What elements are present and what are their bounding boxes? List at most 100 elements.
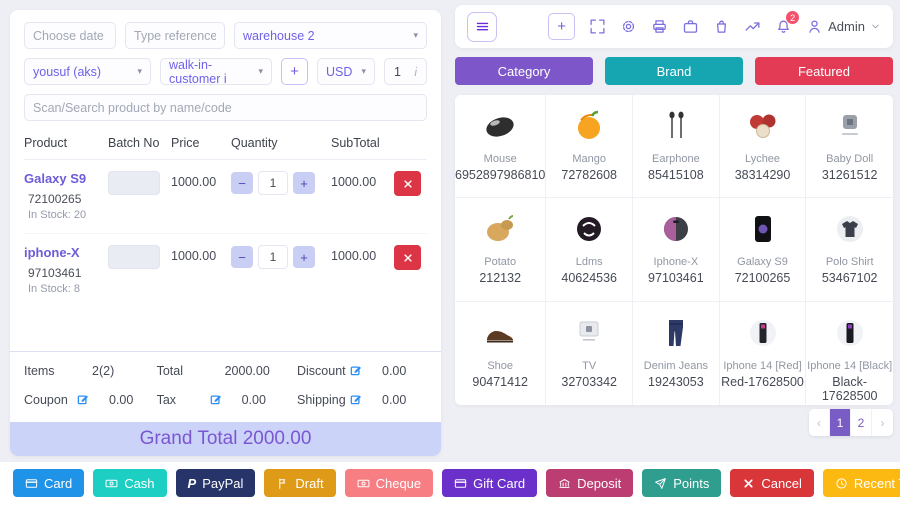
product-tile[interactable]: Earphone 85415108 bbox=[633, 95, 720, 199]
product-tile-name: Iphone-X bbox=[653, 256, 699, 269]
cart-quantity-cell: −+ bbox=[231, 245, 331, 269]
cart-price-value: 1000.00 bbox=[171, 175, 217, 189]
cart-actions-cell bbox=[394, 171, 427, 196]
summary-coupon-value: 0.00 bbox=[109, 392, 134, 407]
menu-button[interactable] bbox=[467, 11, 497, 42]
qty-decrease-button[interactable]: − bbox=[231, 172, 253, 194]
payment-cash-button[interactable]: Cash bbox=[93, 469, 167, 497]
payment-card-button[interactable]: Card bbox=[13, 469, 85, 497]
payment-cancel-button[interactable]: Cancel bbox=[730, 469, 814, 497]
filter-brand-button[interactable]: Brand bbox=[605, 57, 743, 85]
product-tile[interactable]: Baby Doll 31261512 bbox=[806, 95, 893, 199]
payment-paypal-button[interactable]: P PayPal bbox=[175, 469, 256, 497]
payment-cheque-button[interactable]: Cheque bbox=[344, 469, 434, 497]
date-input[interactable] bbox=[24, 22, 116, 49]
summary-total: Total 2000.00 bbox=[157, 363, 297, 378]
edit-coupon-button[interactable] bbox=[76, 392, 91, 407]
shopping-bag-button[interactable] bbox=[713, 18, 730, 35]
product-tile-name: Baby Doll bbox=[826, 153, 874, 165]
page-2-button[interactable]: 2 bbox=[851, 409, 872, 436]
payment-deposit-button[interactable]: Deposit bbox=[546, 469, 634, 497]
product-tile-code: 40624536 bbox=[561, 271, 618, 286]
printer-icon bbox=[651, 18, 668, 35]
page-next-button[interactable]: › bbox=[872, 409, 893, 436]
product-search-input[interactable] bbox=[24, 94, 427, 121]
payment-draft-button[interactable]: Draft bbox=[264, 469, 336, 497]
page-1-button[interactable]: 1 bbox=[830, 409, 851, 436]
product-tile[interactable]: Lychee 38314290 bbox=[719, 95, 807, 199]
edit-shipping-button[interactable] bbox=[349, 392, 364, 407]
product-tile[interactable]: Shoe 90471412 bbox=[455, 301, 547, 405]
product-tile[interactable]: Mouse 6952897986810 bbox=[455, 95, 547, 199]
filter-row: Category Brand Featured bbox=[455, 57, 893, 85]
product-tile-code: 72782608 bbox=[561, 168, 618, 182]
summary-shipping: Shipping 0.00 bbox=[297, 392, 427, 407]
product-tile[interactable]: Iphone-X 97103461 bbox=[633, 198, 720, 302]
product-tile[interactable]: Ldms 40624536 bbox=[546, 198, 634, 302]
cart-batch-cell bbox=[108, 171, 171, 195]
column-header-batch-no: Batch No bbox=[108, 136, 160, 150]
product-tile[interactable]: Galaxy S9 72100265 bbox=[719, 198, 807, 302]
filter-featured-button[interactable]: Featured bbox=[755, 57, 893, 85]
remove-item-button[interactable] bbox=[394, 245, 421, 270]
filter-category-button[interactable]: Category bbox=[455, 57, 593, 85]
money-icon bbox=[357, 477, 370, 490]
notifications-button[interactable]: 2 bbox=[775, 10, 801, 35]
batch-no-input[interactable] bbox=[108, 245, 160, 269]
cart-product-code: 72100265 bbox=[28, 192, 82, 206]
product-tile[interactable]: Iphone 14 [Red] Red-17628500 bbox=[719, 301, 807, 405]
qty-input[interactable] bbox=[258, 171, 288, 195]
product-image-shoe bbox=[478, 312, 522, 354]
remove-item-button[interactable] bbox=[394, 171, 421, 196]
cart-product-name[interactable]: Galaxy S9 bbox=[24, 171, 87, 186]
qty-increase-button[interactable]: + bbox=[293, 246, 315, 268]
exchange-rate-input[interactable]: 1 i bbox=[384, 58, 427, 85]
product-tile[interactable]: Iphone 14 [Black] Black-17628500 bbox=[806, 301, 893, 405]
payment-gift-card-button[interactable]: Gift Card bbox=[442, 469, 538, 497]
product-tile-code: Red-17628500 bbox=[721, 374, 804, 389]
product-tile-name: Iphone 14 [Black] bbox=[807, 359, 893, 372]
payment-button-label: Gift Card bbox=[473, 475, 526, 491]
biller-select[interactable]: yousuf (aks) ▾ bbox=[24, 58, 151, 85]
warehouse-select[interactable]: warehouse 2 ▾ bbox=[234, 22, 427, 49]
product-tile[interactable]: Denim Jeans 19243053 bbox=[633, 301, 720, 405]
qty-increase-button[interactable]: + bbox=[293, 172, 315, 194]
product-image-iphone-14-red bbox=[741, 312, 785, 354]
add-button[interactable]: + bbox=[548, 13, 576, 40]
gear-button[interactable] bbox=[620, 18, 637, 35]
edit-discount-button[interactable] bbox=[349, 363, 364, 378]
product-tile-name: Galaxy S9 bbox=[737, 256, 788, 269]
product-tile-code: 6952897986810 bbox=[455, 168, 546, 182]
product-tile[interactable]: TV 32703342 bbox=[546, 301, 634, 405]
product-image-tv bbox=[567, 312, 611, 354]
briefcase-button[interactable] bbox=[682, 18, 699, 35]
customer-select[interactable]: walk-in-customer i ▾ bbox=[160, 58, 272, 86]
trending-up-button[interactable] bbox=[744, 18, 761, 35]
currency-select[interactable]: USD ▾ bbox=[317, 58, 375, 85]
flag-icon bbox=[276, 477, 289, 490]
page-prev-button[interactable]: ‹ bbox=[809, 409, 830, 436]
product-tile[interactable]: Polo Shirt 53467102 bbox=[806, 198, 893, 302]
edit-tax-button[interactable] bbox=[209, 392, 224, 407]
batch-no-input[interactable] bbox=[108, 171, 160, 195]
product-tile[interactable]: Mango 72782608 bbox=[546, 95, 634, 199]
product-tile-code: Black-17628500 bbox=[821, 374, 878, 403]
product-tile-code: 212132 bbox=[479, 271, 522, 286]
product-tile[interactable]: Potato 212132 bbox=[455, 198, 547, 302]
cart-product-name[interactable]: iphone-X bbox=[24, 245, 80, 260]
cart-actions-cell bbox=[394, 245, 427, 270]
maximize-button[interactable] bbox=[589, 18, 606, 35]
payment-recent-transaction-button[interactable]: Recent Transaction bbox=[822, 469, 900, 497]
add-customer-button[interactable]: + bbox=[281, 58, 308, 85]
qty-input[interactable] bbox=[258, 245, 288, 269]
summary-shipping-label: Shipping bbox=[297, 392, 346, 407]
column-header-price: Price bbox=[171, 136, 200, 150]
cart-product-cell: Galaxy S9 72100265 In Stock: 20 bbox=[24, 171, 108, 221]
reference-input[interactable] bbox=[125, 22, 225, 49]
user-menu[interactable]: Admin bbox=[806, 18, 881, 35]
product-image-earphone bbox=[654, 105, 698, 147]
briefcase-icon bbox=[682, 18, 699, 35]
printer-button[interactable] bbox=[651, 18, 668, 35]
payment-points-button[interactable]: Points bbox=[642, 469, 722, 497]
qty-decrease-button[interactable]: − bbox=[231, 246, 253, 268]
